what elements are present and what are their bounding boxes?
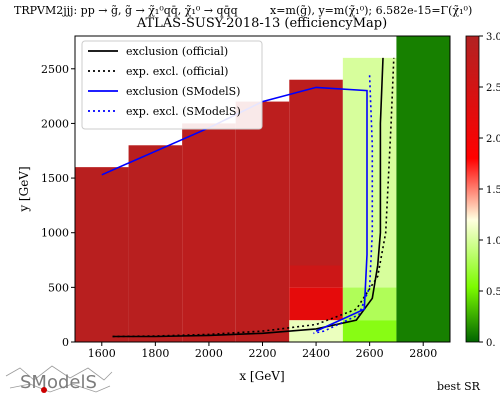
x-tick-label: 2400 bbox=[302, 347, 330, 360]
colorbar-tick-label: 0. bbox=[486, 338, 496, 349]
x-tick-label: 2600 bbox=[356, 347, 384, 360]
colorbar-tick-label: 0.5 bbox=[486, 287, 500, 298]
y-axis-ticks: 0 500 1000 1500 2000 2500 bbox=[41, 63, 75, 349]
y-tick-label: 0 bbox=[62, 336, 69, 349]
heatmap-cell bbox=[289, 265, 343, 288]
logo-text: SModelS bbox=[20, 372, 97, 393]
colorbar-tick-label: 1.0 bbox=[486, 236, 500, 247]
heatmap-cell bbox=[289, 79, 343, 266]
y-tick-label: 2500 bbox=[41, 63, 69, 76]
y-tick-label: 500 bbox=[48, 281, 69, 294]
y-tick-label: 1000 bbox=[41, 227, 69, 240]
x-tick-label: 1800 bbox=[141, 347, 169, 360]
heatmap-cell bbox=[75, 167, 129, 342]
best-sr-label: best SR bbox=[437, 380, 481, 393]
y-axis-label: y [GeV] bbox=[17, 166, 31, 212]
colorbar-tick-label: 2.5 bbox=[486, 83, 500, 94]
heatmap-cell bbox=[342, 320, 397, 342]
legend-label: exp. excl. (SModelS) bbox=[126, 105, 241, 118]
heatmap-cell bbox=[235, 101, 290, 342]
series-line bbox=[313, 75, 374, 335]
x-tick-label: 2200 bbox=[249, 347, 277, 360]
x-tick-label: 1600 bbox=[88, 347, 116, 360]
legend-label: exp. excl. (official) bbox=[126, 65, 228, 78]
y-tick-label: 1500 bbox=[41, 172, 69, 185]
x-tick-label: 2800 bbox=[409, 347, 437, 360]
x-axis-label: x [GeV] bbox=[239, 369, 284, 383]
heatmap-cell bbox=[182, 123, 236, 342]
colorbar-tick-label: 3.0 bbox=[486, 32, 500, 43]
legend-label: exclusion (official) bbox=[126, 45, 228, 58]
smodels-logo: SModelS bbox=[5, 365, 113, 393]
colorbar-tick-label: 2.0 bbox=[486, 134, 500, 145]
x-axis-ticks: 1600 1800 2000 2200 2400 2600 2800 bbox=[88, 342, 437, 360]
chart-title: ATLAS-SUSY-2018-13 (efficiencyMap) bbox=[136, 16, 387, 31]
axis-definition-text: x=m(g̃), y=m(χ̃₁⁰); 6.582e-15=Γ(χ̃₁⁰) bbox=[270, 4, 472, 17]
legend: exclusion (official) exp. excl. (official… bbox=[81, 40, 263, 130]
topline-text: TRPVM2jjj: pp → g̃, g̃ → χ̃₁⁰qq̄, χ̃₁⁰ →… bbox=[14, 4, 238, 17]
y-tick-label: 2000 bbox=[41, 117, 69, 130]
logo-dot bbox=[41, 387, 47, 393]
heatmap-cell bbox=[289, 287, 343, 321]
x-tick-label: 2000 bbox=[195, 347, 223, 360]
legend-box bbox=[81, 40, 263, 130]
colorbar-tick-label: 1.5 bbox=[486, 185, 500, 196]
colorbar-ticks: 0. 0.5 1.0 1.5 2.0 2.5 3.0 bbox=[479, 32, 500, 349]
colorbar bbox=[465, 35, 480, 343]
legend-label: exclusion (SModelS) bbox=[126, 85, 240, 98]
heatmap-cell bbox=[396, 36, 450, 342]
heatmap-cell bbox=[128, 145, 183, 342]
